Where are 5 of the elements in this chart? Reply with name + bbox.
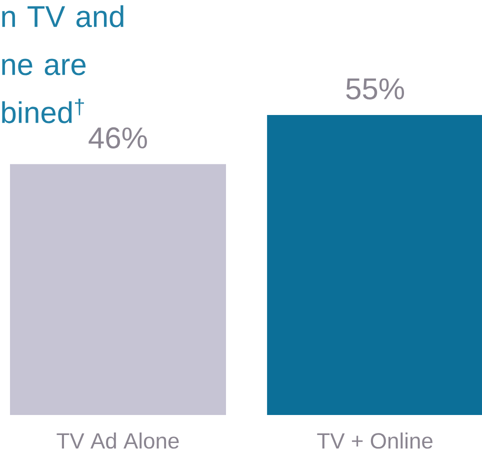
x-tick-label: TV Ad Alone <box>56 432 179 449</box>
data-label: 55% <box>346 78 404 100</box>
x-tick-label: TV + Online <box>317 432 432 449</box>
chart-title: n TV and ne are bined$^{†}$ <box>2 5 124 124</box>
data-label: 46% <box>88 127 147 149</box>
